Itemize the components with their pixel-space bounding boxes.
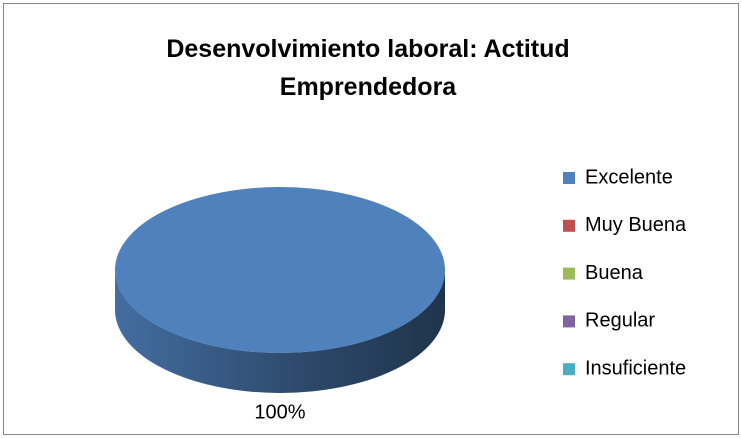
legend-label: Buena <box>585 262 644 284</box>
data-label: 100% <box>254 401 305 423</box>
legend-swatch <box>563 219 575 232</box>
pie-slice-side-shade <box>115 270 445 393</box>
legend-label: Muy Buena <box>585 214 687 236</box>
legend-swatch <box>563 363 575 376</box>
legend-label: Regular <box>585 310 655 332</box>
legend-label: Excelente <box>585 166 673 188</box>
legend-swatch <box>563 172 575 184</box>
legend-swatch <box>563 315 575 328</box>
chart-title: Desenvolvimiento laboral: Actitud Empren… <box>166 35 570 101</box>
legend-label: Insuficiente <box>585 357 686 379</box>
pie-slice <box>115 187 445 353</box>
legend-swatch <box>563 267 575 280</box>
